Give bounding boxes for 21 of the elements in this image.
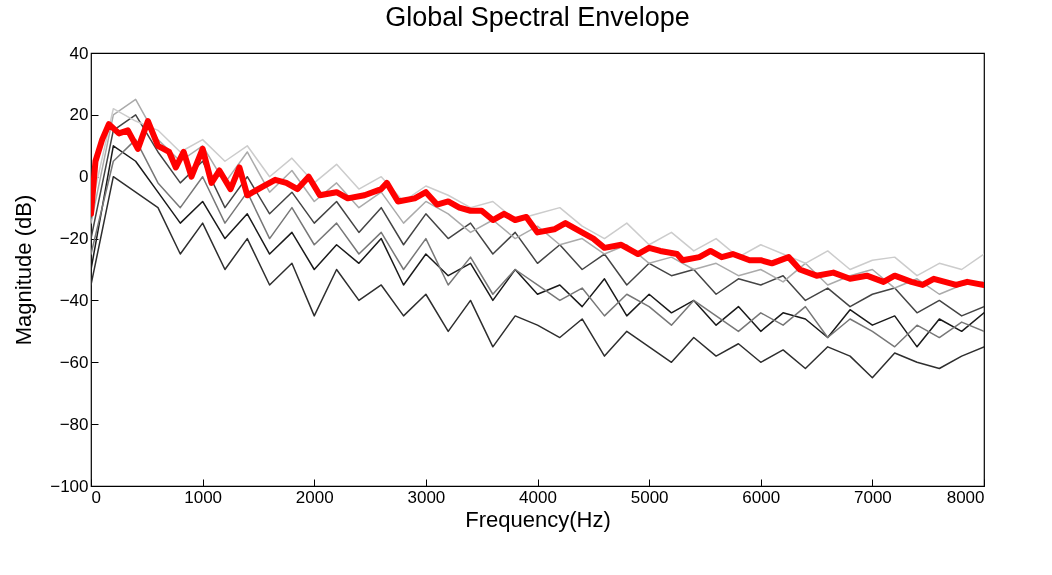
x-tick-label: 2000 [295, 487, 334, 507]
y-tick-label: −20 [59, 229, 89, 249]
y-axis-title: Magnitude (dB) [11, 194, 37, 346]
y-tick-label: 20 [69, 105, 89, 125]
x-axis-title: Frequency(Hz) [465, 506, 611, 532]
x-tick-label: 4000 [519, 487, 557, 507]
x-tick-label: 7000 [853, 487, 892, 507]
x-tick-label: 3000 [407, 487, 446, 507]
chart-title: Global Spectral Envelope [385, 2, 690, 32]
y-tick-label: −60 [59, 352, 89, 372]
y-tick-label: 40 [69, 43, 89, 63]
x-tick-label: 6000 [742, 487, 781, 507]
y-tick-label: 0 [79, 167, 89, 187]
line-series [91, 114, 984, 317]
y-tick-label: −40 [59, 290, 89, 310]
line-series [91, 175, 984, 379]
x-tick-label: 5000 [630, 487, 669, 507]
x-tick-label: 1000 [184, 487, 223, 507]
x-tick-label: 8000 [946, 487, 985, 507]
y-tick-label: −100 [50, 476, 89, 496]
y-tick-label: −80 [59, 414, 89, 434]
